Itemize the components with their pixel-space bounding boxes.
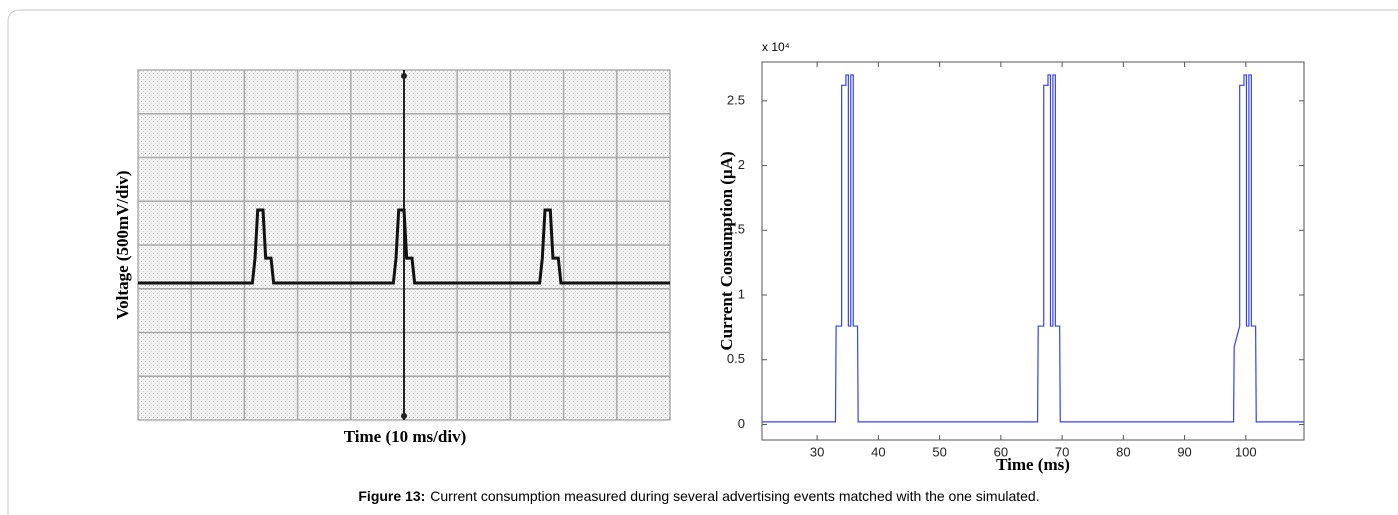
x-tick-label: 90 xyxy=(1177,444,1191,459)
x-tick-label: 70 xyxy=(1055,444,1069,459)
y-label: Current Consumption (µA) xyxy=(717,151,736,350)
y-tick-label: 1.5 xyxy=(727,222,745,237)
x-label: Time (10 ms/div) xyxy=(344,427,466,446)
x-tick-label: 40 xyxy=(871,444,885,459)
y-tick-label: 0 xyxy=(738,416,745,431)
trigger-marker xyxy=(401,73,407,79)
x-tick-label: 60 xyxy=(994,444,1008,459)
x-tick-label: 50 xyxy=(932,444,946,459)
trigger-marker xyxy=(401,413,407,419)
x-tick-label: 100 xyxy=(1235,444,1257,459)
axis-multiplier: x 10⁴ xyxy=(762,40,790,54)
caption-label: Figure 13: xyxy=(358,488,425,504)
y-tick-label: 2.5 xyxy=(727,92,745,107)
y-tick-label: 1 xyxy=(738,286,745,301)
y-tick-label: 2 xyxy=(738,157,745,172)
x-tick-label: 30 xyxy=(810,444,824,459)
figure: Time (10 ms/div) Voltage (500mV/div) Tim… xyxy=(0,0,1398,515)
y-tick-label: 0.5 xyxy=(727,351,745,366)
caption-text: Current consumption measured during seve… xyxy=(430,488,1039,504)
caption: Figure 13: Current consumption measured d… xyxy=(358,488,1039,504)
y-label: Voltage (500mV/div) xyxy=(113,170,132,319)
plot-area xyxy=(762,62,1304,440)
x-tick-label: 80 xyxy=(1116,444,1130,459)
